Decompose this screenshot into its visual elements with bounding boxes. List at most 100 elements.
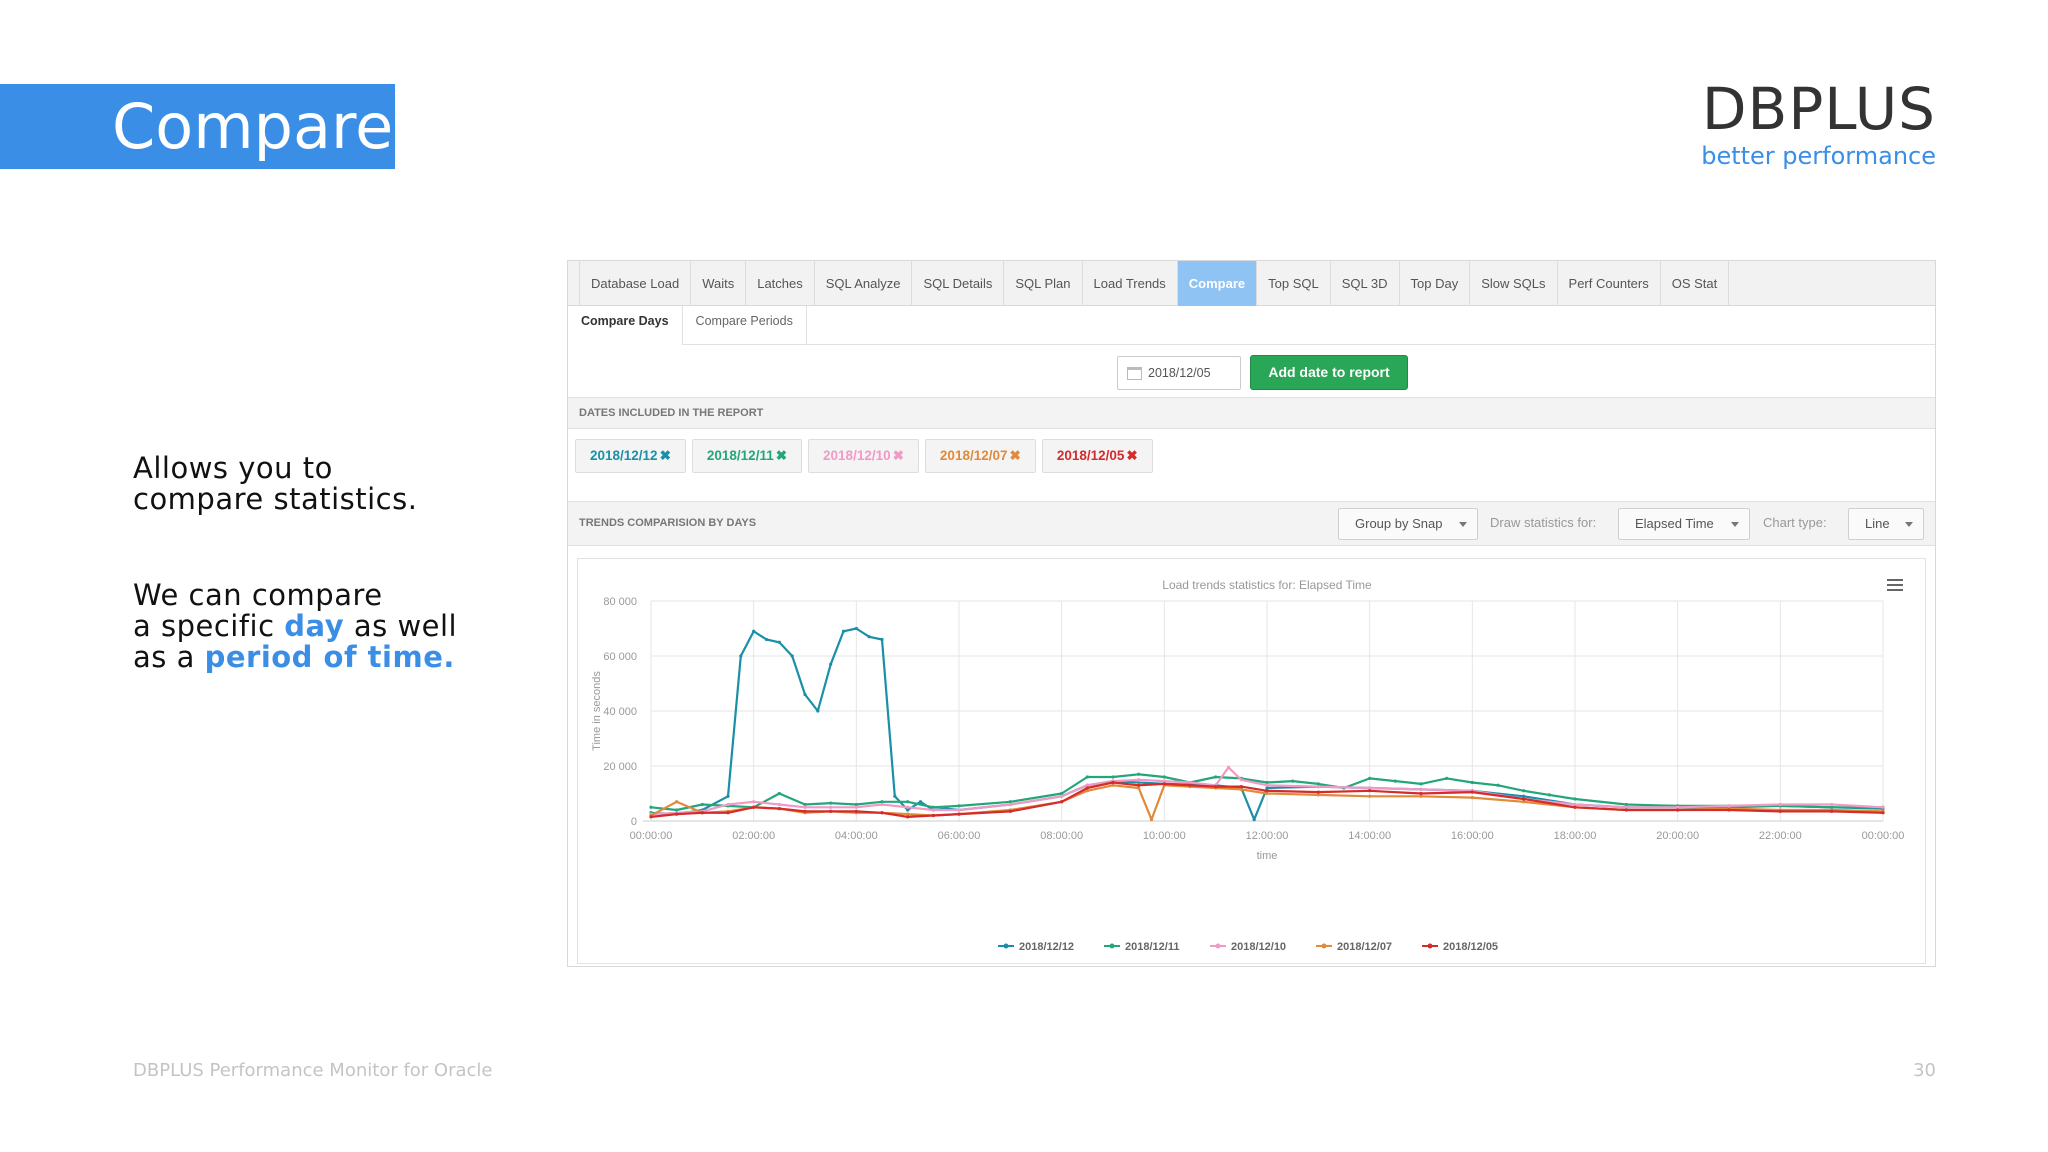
desc2-line2-a: a specific [133, 609, 285, 643]
calendar-icon [1127, 366, 1142, 380]
data-point [1188, 783, 1192, 787]
logo-main-text: DBPLUS [1701, 75, 1936, 143]
data-point [1419, 791, 1423, 796]
date-chip[interactable]: 2018/12/10 ✖ [808, 439, 919, 473]
data-point [957, 804, 961, 808]
data-point [764, 637, 769, 642]
chart-type-value: Line [1865, 516, 1890, 531]
legend-label: 2018/12/10 [1231, 941, 1286, 953]
data-point [649, 815, 653, 819]
date-chip-list: 2018/12/12 ✖ 2018/12/11 ✖ 2018/12/10 ✖ 2018/12… [575, 439, 1153, 473]
slide-title-banner: Compare [0, 84, 395, 169]
data-point [1368, 786, 1372, 790]
date-input-value: 2018/12/05 [1148, 366, 1211, 380]
data-point [777, 640, 781, 644]
tab-sql-3d[interactable]: SQL 3D [1331, 261, 1400, 306]
data-point [1316, 782, 1320, 786]
page-number: 30 [1913, 1060, 1936, 1081]
data-point [1265, 783, 1269, 787]
data-point [1368, 789, 1372, 793]
tab-sql-analyze[interactable]: SQL Analyze [815, 261, 913, 306]
data-point [803, 805, 807, 809]
remove-icon[interactable]: ✖ [892, 448, 904, 463]
tab-top-sql[interactable]: Top SQL [1257, 261, 1331, 306]
x-tick-label: 16:00:00 [1451, 830, 1494, 842]
data-point [1137, 772, 1141, 776]
remove-icon[interactable]: ✖ [1126, 448, 1138, 463]
data-point [1470, 790, 1474, 794]
subtab-compare-days[interactable]: Compare Days [568, 306, 683, 345]
trend-chart: Load trends statistics for: Elapsed Time… [591, 578, 1905, 953]
remove-icon[interactable]: ✖ [1009, 448, 1021, 463]
legend-marker [1321, 943, 1327, 949]
tab-os-stat[interactable]: OS Stat [1661, 261, 1730, 306]
add-date-button[interactable]: Add date to report [1250, 355, 1408, 390]
date-chip-label: 2018/12/10 [823, 448, 891, 463]
chevron-down-icon [1905, 522, 1913, 527]
data-point [777, 802, 781, 807]
data-point [906, 800, 910, 804]
tab-slow-sqls[interactable]: Slow SQLs [1470, 261, 1558, 306]
draw-stats-select[interactable]: Elapsed Time [1618, 508, 1750, 540]
legend-marker [1427, 943, 1433, 949]
data-point [906, 808, 910, 812]
x-tick-label: 14:00:00 [1348, 830, 1391, 842]
chart-type-select[interactable]: Line [1848, 508, 1924, 540]
date-chip-label: 2018/12/11 [706, 448, 774, 463]
draw-stats-label: Draw statistics for: [1490, 515, 1597, 530]
desc2-highlight-period: period of time. [204, 640, 455, 674]
remove-icon[interactable]: ✖ [659, 448, 671, 463]
data-point [931, 808, 935, 812]
draw-stats-value: Elapsed Time [1635, 516, 1714, 531]
tab-sql-plan[interactable]: SQL Plan [1004, 261, 1083, 306]
data-point [1162, 775, 1166, 779]
legend-label: 2018/12/07 [1337, 941, 1392, 953]
data-point [1111, 780, 1115, 785]
desc2-highlight-day: day [284, 609, 345, 643]
data-point [854, 626, 858, 631]
remove-icon[interactable]: ✖ [775, 448, 788, 463]
date-chip[interactable]: 2018/12/07 ✖ [924, 439, 1036, 473]
data-point [752, 629, 756, 633]
date-chip[interactable]: 2018/12/11 ✖ [691, 439, 803, 473]
data-point [1624, 805, 1628, 809]
group-by-select[interactable]: Group by Snap [1338, 508, 1478, 540]
legend-label: 2018/12/12 [1019, 941, 1074, 953]
x-tick-label: 08:00:00 [1040, 830, 1083, 842]
data-point [1881, 811, 1885, 815]
tab-compare[interactable]: Compare [1177, 261, 1258, 306]
tab-sql-details[interactable]: SQL Details [912, 261, 1005, 306]
x-tick-label: 00:00:00 [1862, 830, 1905, 842]
data-point [1830, 802, 1834, 807]
data-point [675, 808, 679, 812]
data-point [880, 800, 884, 804]
data-point [1162, 779, 1166, 783]
tab-bar-grip[interactable] [568, 261, 580, 305]
legend-marker [1109, 943, 1115, 949]
data-point [1676, 808, 1680, 812]
data-point [1085, 783, 1089, 787]
data-point [752, 805, 756, 809]
date-input[interactable]: 2018/12/05 [1117, 356, 1241, 390]
subtab-compare-periods[interactable]: Compare Periods [683, 306, 807, 345]
tab-database-load[interactable]: Database Load [580, 261, 692, 306]
tab-waits[interactable]: Waits [691, 261, 747, 306]
data-point [918, 800, 923, 804]
data-point [957, 808, 961, 812]
data-point [726, 802, 730, 807]
data-point [1778, 802, 1782, 807]
tab-latches[interactable]: Latches [746, 261, 815, 306]
data-point [1522, 800, 1526, 804]
date-chip[interactable]: 2018/12/05 ✖ [1041, 439, 1153, 473]
date-chip[interactable]: 2018/12/12 ✖ [575, 439, 686, 473]
desc2-line2-c: as well [344, 609, 458, 643]
tab-top-day[interactable]: Top Day [1400, 261, 1471, 306]
data-point [777, 807, 781, 811]
data-point [1727, 808, 1731, 812]
chart-menu-icon[interactable] [1887, 579, 1903, 591]
data-point [829, 809, 833, 813]
tab-perf-counters[interactable]: Perf Counters [1558, 261, 1661, 306]
data-point [649, 805, 653, 809]
data-point [700, 811, 704, 815]
tab-load-trends[interactable]: Load Trends [1083, 261, 1178, 306]
